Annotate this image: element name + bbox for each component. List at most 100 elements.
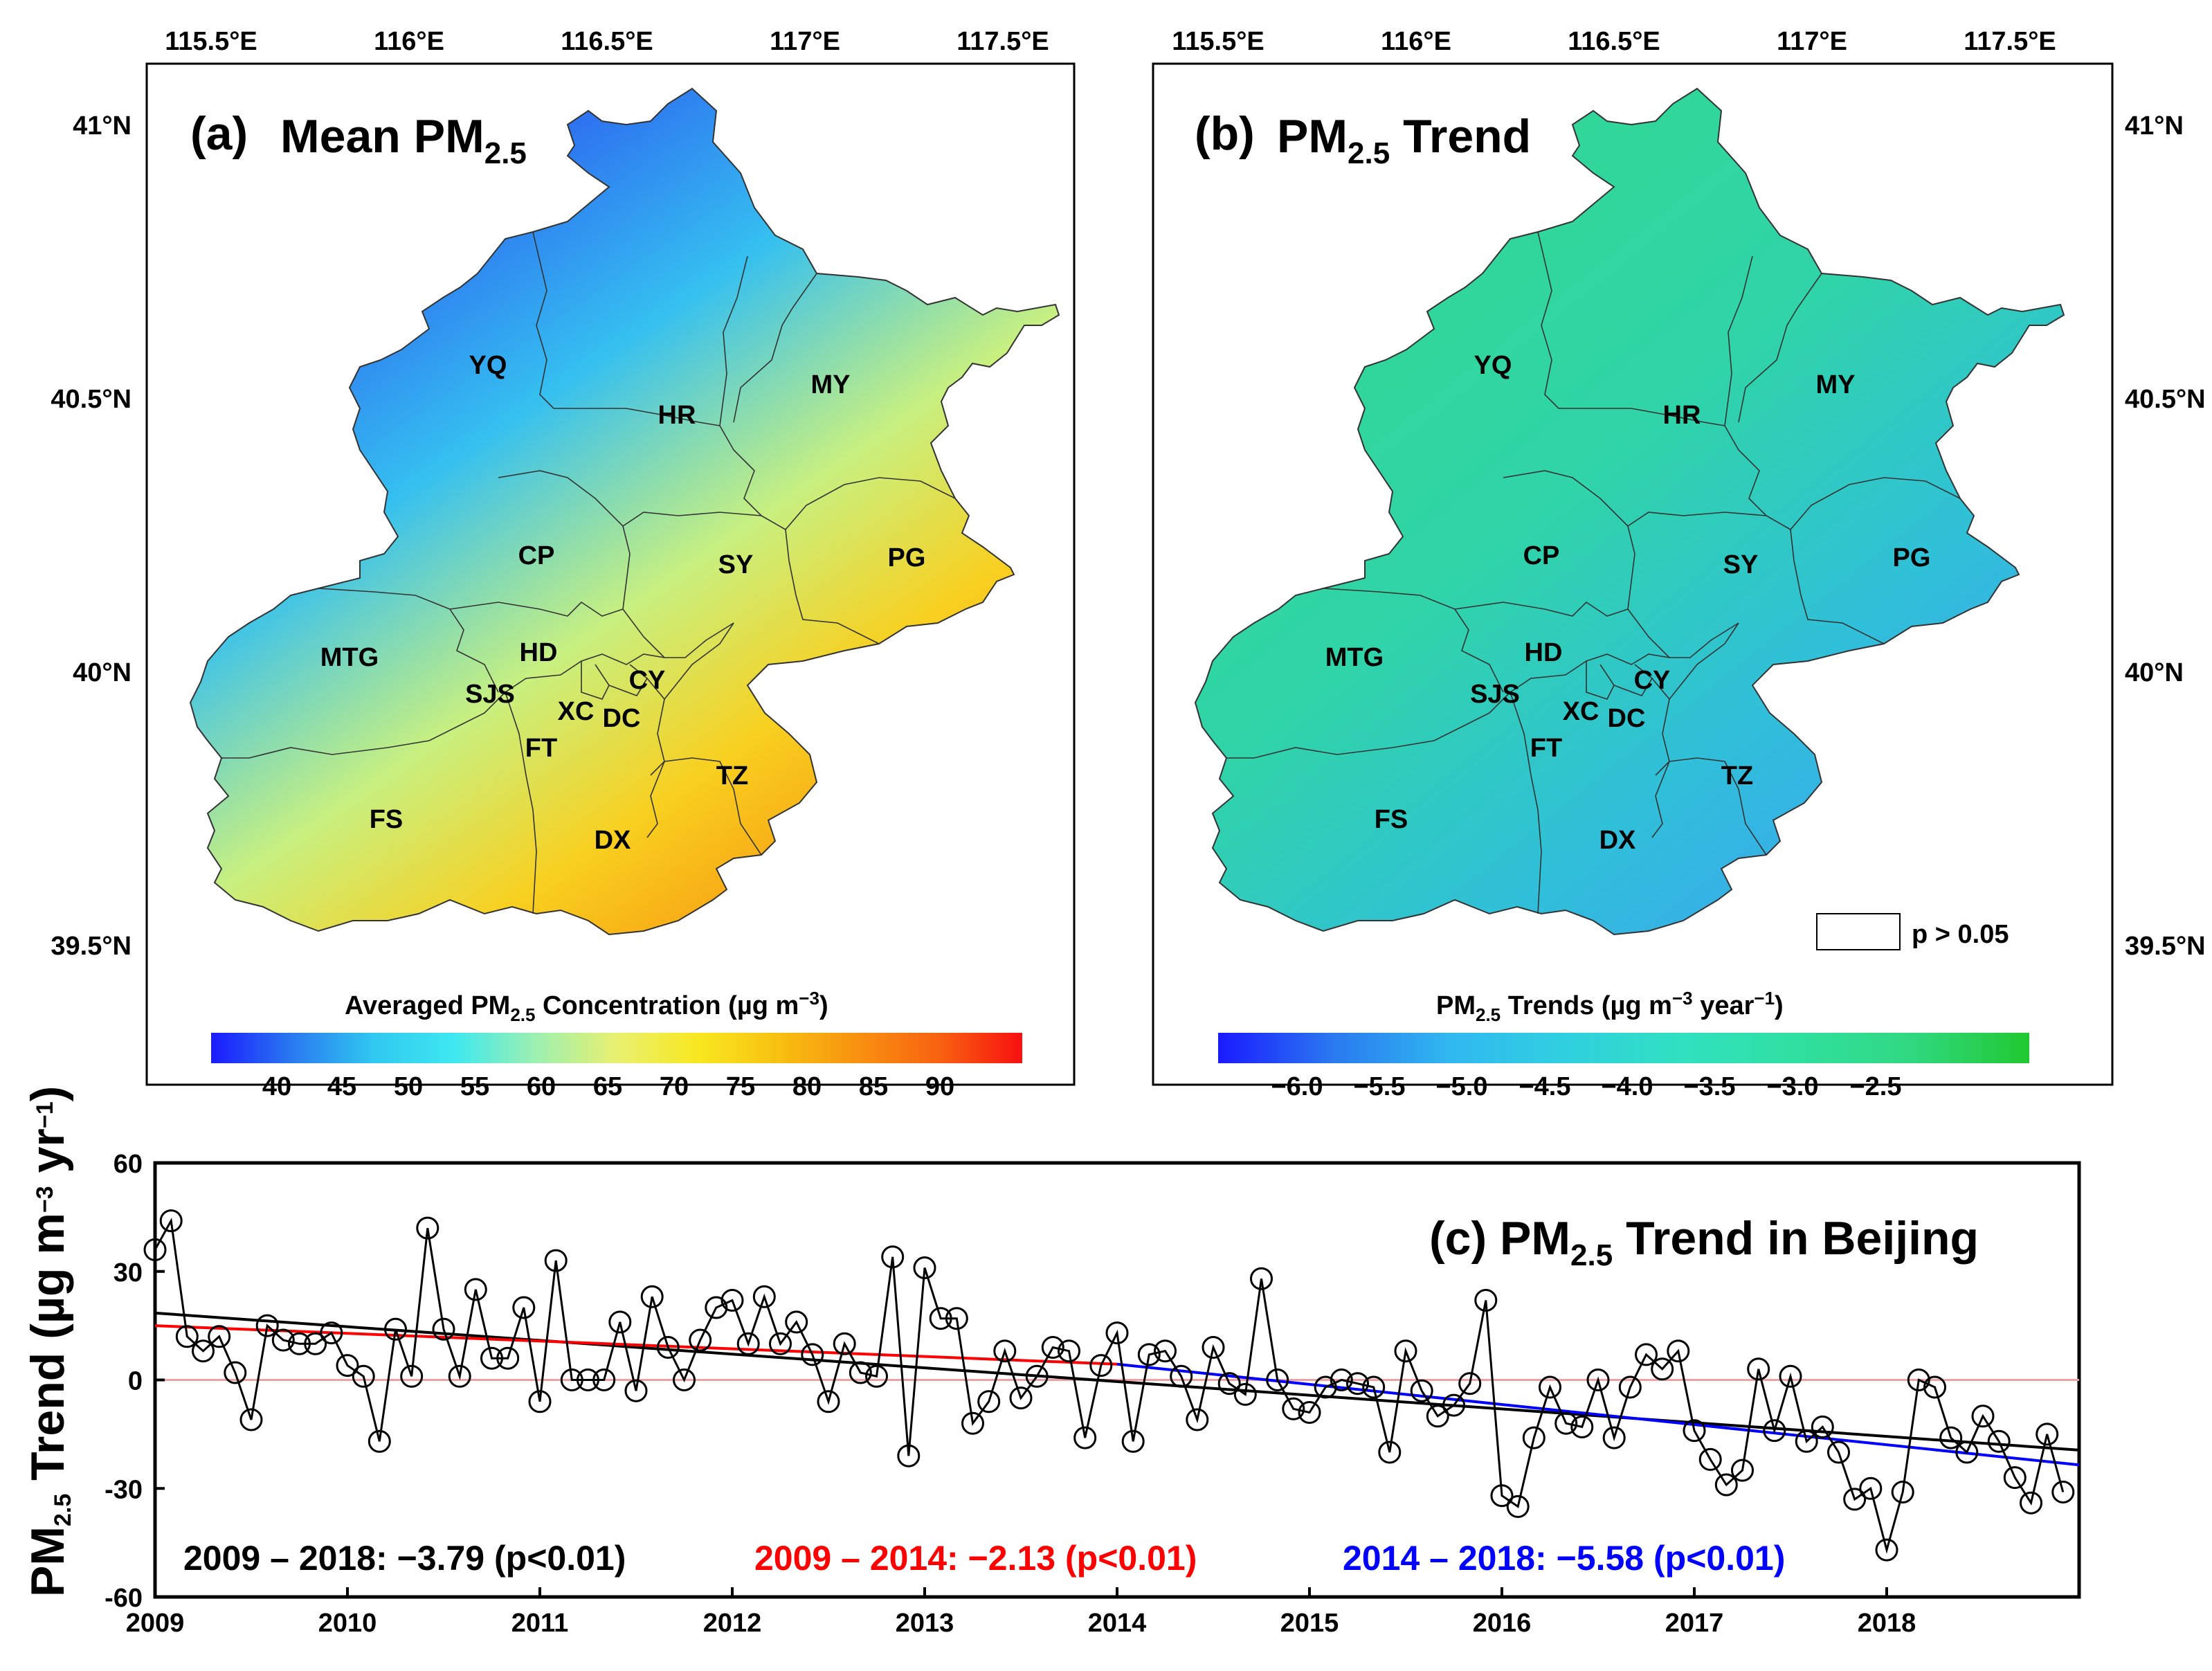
significance-legend: p > 0.05 xyxy=(1816,913,2009,950)
data-point xyxy=(528,1390,552,1413)
x-axis-ticks: 2009 2010 2011 2012 2013 2014 2015 2016 2017 2018 xyxy=(126,1587,1916,1638)
district-boundary xyxy=(505,692,537,914)
district-label-yq: YQ xyxy=(1474,351,1512,380)
colorbar-a-ticks: 40 45 50 55 60 65 70 75 80 85 90 xyxy=(262,1072,954,1101)
data-point xyxy=(881,1245,905,1269)
district-boundary xyxy=(1537,231,1725,426)
data-point xyxy=(496,1346,520,1370)
y-axis-ticks: 60 30 0 -30 -60 xyxy=(105,1150,165,1613)
beijing-map-b xyxy=(1194,87,2065,936)
panel-c-chart: 2009 2010 2011 2012 2013 2014 2015 2016 2017 2018… xyxy=(21,1086,2081,1638)
data-point xyxy=(1683,1419,1706,1443)
district-boundary xyxy=(1323,588,1504,693)
data-point xyxy=(1827,1440,1850,1464)
district-boundary xyxy=(646,761,665,838)
data-point xyxy=(1875,1538,1898,1562)
data-point xyxy=(1250,1267,1273,1290)
monthly-series-line xyxy=(154,1217,2065,1554)
lon-tick-b: 116°E xyxy=(1381,27,1451,56)
district-boundary xyxy=(1226,692,1511,759)
stat-2009-2014: 2009 – 2014: −2.13 (p<0.01) xyxy=(754,1539,1197,1578)
data-point xyxy=(1202,1336,1225,1359)
trend-line-1 xyxy=(154,1324,1118,1366)
district-label-cp: CP xyxy=(518,541,555,570)
data-point xyxy=(2003,1466,2027,1490)
data-point xyxy=(1217,1372,1241,1395)
district-label-tz: TZ xyxy=(1721,761,1753,791)
data-point xyxy=(1811,1415,1834,1438)
district-label-pg: PG xyxy=(888,543,926,572)
lon-tick-b: 117°E xyxy=(1777,27,1847,56)
x-tick-label: 2012 xyxy=(703,1609,762,1638)
data-point xyxy=(1971,1404,1995,1428)
panel-b-label: (b) xyxy=(1195,107,1255,160)
colorbar-a-tick: 60 xyxy=(527,1072,556,1101)
data-point xyxy=(1474,1289,1498,1312)
data-point xyxy=(1025,1364,1049,1388)
data-point xyxy=(1667,1339,1690,1363)
colorbar-b-tick: −5.5 xyxy=(1353,1072,1405,1101)
district-boundary xyxy=(1724,255,1791,530)
colorbar-a xyxy=(211,1033,1022,1063)
district-boundary xyxy=(581,661,610,700)
data-point xyxy=(1154,1339,1177,1363)
district-label-mtg: MTG xyxy=(1325,643,1384,672)
district-boundary xyxy=(1651,678,1670,776)
data-point xyxy=(208,1325,231,1348)
lat-tick-b: 39.5°N xyxy=(2125,932,2206,961)
data-point xyxy=(1763,1419,1786,1443)
data-point xyxy=(2036,1422,2059,1446)
district-labels-a: YQ HR MY CP SY PG MTG HD CY SJS XC DC FT TZ FS DX xyxy=(320,351,926,855)
district-boundary xyxy=(1586,661,1615,700)
colorbar-b-tick: −4.5 xyxy=(1519,1072,1570,1101)
data-point xyxy=(1602,1426,1626,1449)
data-point xyxy=(1539,1375,1561,1399)
lon-tick-a: 116°E xyxy=(374,27,444,56)
district-label-sjs: SJS xyxy=(465,680,515,709)
colorbar-a-tick: 85 xyxy=(859,1072,888,1101)
lat-tick-b: 40.5°N xyxy=(2125,385,2206,414)
x-tick-label: 2014 xyxy=(1088,1609,1147,1638)
district-label-pg: PG xyxy=(1893,543,1931,572)
district-boundary xyxy=(532,231,720,426)
district-label-ft: FT xyxy=(1530,734,1562,763)
lon-tick-a: 115.5°E xyxy=(165,27,257,56)
data-point xyxy=(1891,1481,1914,1503)
data-point xyxy=(592,1369,616,1391)
district-label-ft: FT xyxy=(525,734,557,763)
data-point xyxy=(1651,1357,1674,1381)
district-boundary xyxy=(622,525,665,658)
district-label-dc: DC xyxy=(603,704,641,733)
district-label-my: MY xyxy=(1816,370,1856,399)
district-label-cy: CY xyxy=(629,666,666,695)
data-point xyxy=(1570,1415,1594,1438)
district-boundary xyxy=(221,692,506,759)
data-point xyxy=(464,1278,487,1301)
data-point xyxy=(1955,1440,1979,1464)
data-point xyxy=(1442,1393,1465,1417)
district-boundary xyxy=(1790,477,1961,530)
data-point xyxy=(817,1390,840,1413)
data-point xyxy=(801,1343,824,1366)
data-point xyxy=(929,1307,952,1330)
data-point xyxy=(785,1310,808,1334)
data-point xyxy=(192,1339,215,1363)
data-point xyxy=(1458,1372,1482,1395)
district-label-my: MY xyxy=(811,370,851,399)
district-boundary xyxy=(785,477,956,530)
district-label-sjs: SJS xyxy=(1470,680,1520,709)
district-label-yq: YQ xyxy=(469,351,507,380)
data-point xyxy=(769,1332,792,1355)
district-boundary xyxy=(646,678,665,776)
lat-tick-a: 41°N xyxy=(73,111,132,141)
district-boundary xyxy=(664,757,762,856)
data-point xyxy=(432,1317,455,1341)
colorbar-b xyxy=(1218,1033,2029,1063)
data-point xyxy=(705,1296,728,1319)
district-boundary xyxy=(785,529,880,644)
district-boundary xyxy=(1651,761,1670,838)
data-point xyxy=(544,1249,568,1272)
district-label-hr: HR xyxy=(658,401,696,430)
data-point xyxy=(689,1328,712,1352)
